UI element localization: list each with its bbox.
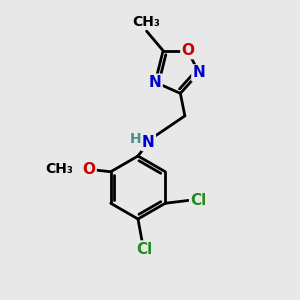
Text: O: O <box>182 43 194 58</box>
Text: N: N <box>142 135 155 150</box>
Text: Cl: Cl <box>136 242 152 256</box>
Text: CH₃: CH₃ <box>46 162 74 176</box>
Text: N: N <box>149 75 162 90</box>
Text: Cl: Cl <box>190 193 206 208</box>
Text: H: H <box>130 132 142 146</box>
Text: N: N <box>192 65 205 80</box>
Text: CH₃: CH₃ <box>133 15 160 29</box>
Text: O: O <box>82 162 96 177</box>
